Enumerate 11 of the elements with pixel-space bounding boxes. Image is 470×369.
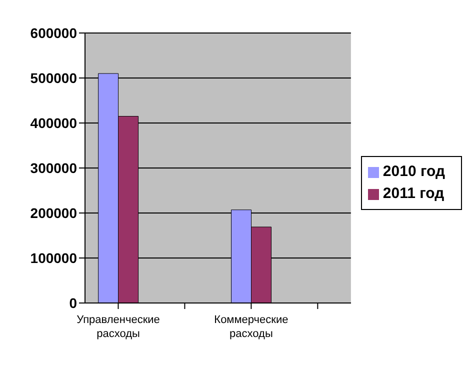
x-tick-label: Управленческие расходы [76,314,160,340]
y-tick-label: 200000 [30,204,78,221]
y-tick-label: 0 [69,294,78,311]
legend-label: 2010 год [382,163,445,180]
x-tick-label: Коммерческие расходы [214,314,288,340]
legend-label: 2011 год [382,185,444,202]
y-tick-label: 100000 [30,250,78,266]
y-tick-label: 400000 [30,114,78,131]
y-tick-label: 500000 [30,70,78,86]
y-tick-label: 600000 [30,24,78,41]
y-tick-label: 300000 [30,160,78,176]
